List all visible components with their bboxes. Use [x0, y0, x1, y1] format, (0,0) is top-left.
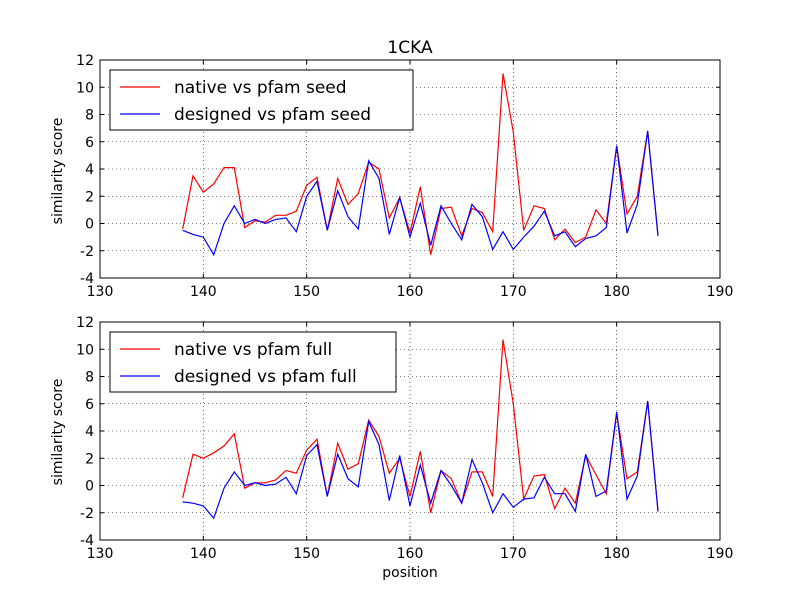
- x-tick-label: 180: [603, 284, 630, 300]
- series-line-designed: [182, 400, 659, 520]
- x-tick-label: 170: [500, 546, 527, 562]
- y-tick-label: -2: [80, 506, 94, 522]
- x-tick-label: 150: [293, 546, 320, 562]
- legend-label: designed vs pfam seed: [174, 105, 371, 125]
- y-tick-label: 6: [85, 135, 94, 151]
- y-tick-label: 2: [85, 451, 94, 467]
- legend-label: native vs pfam full: [174, 340, 332, 360]
- panel-1: 130 140 150 160 170 180 190 -4 -2 0 2 4 6 8 10 12 native…: [76, 53, 733, 300]
- x-tick-label: 170: [500, 284, 527, 300]
- y-tick-label: 0: [85, 479, 94, 495]
- y-tick-label: -2: [80, 244, 94, 260]
- x-tick-label: 150: [293, 284, 320, 300]
- y-tick-label: 10: [76, 342, 94, 358]
- y-tick-label: 6: [85, 397, 94, 413]
- x-tick-label: 140: [190, 284, 217, 300]
- y-tick-label: 2: [85, 189, 94, 205]
- y-tick-label: 12: [76, 53, 94, 69]
- x-tick-label: 130: [87, 284, 114, 300]
- y-tick-label: 4: [85, 162, 94, 178]
- legend-box: [109, 69, 414, 131]
- y-tick-label: 8: [85, 370, 94, 386]
- x-tick-label: 190: [707, 284, 734, 300]
- y-tick-label: 4: [85, 424, 94, 440]
- legend: native vs pfam full designed vs pfam full: [109, 331, 397, 393]
- bottom-x-axis-label: position: [382, 565, 437, 581]
- chart-title: 1CKA: [387, 38, 433, 58]
- legend-label: designed vs pfam full: [174, 367, 357, 387]
- y-tick-label: -4: [80, 271, 94, 287]
- x-tick-label: 160: [397, 546, 424, 562]
- x-tick-label: 180: [603, 546, 630, 562]
- legend-label: native vs pfam seed: [174, 78, 347, 98]
- x-tick-label: 140: [190, 546, 217, 562]
- series-line-native: [182, 339, 659, 513]
- y-tick-label: 8: [85, 108, 94, 124]
- top-y-axis-label: similarity score: [50, 118, 66, 225]
- y-tick-label: 10: [76, 80, 94, 96]
- panel-2: 130 140 150 160 170 180 190 -4 -2 0 2 4 6 8 10 12 native…: [76, 315, 733, 562]
- legend: native vs pfam seed designed vs pfam seed: [109, 69, 414, 131]
- x-tick-label: 190: [707, 546, 734, 562]
- y-tick-label: 0: [85, 217, 94, 233]
- legend-box: [109, 331, 397, 393]
- x-tick-label: 160: [397, 284, 424, 300]
- series-line-designed: [182, 130, 659, 257]
- y-tick-label: 12: [76, 315, 94, 331]
- bottom-y-axis-label: similarity score: [50, 379, 66, 486]
- y-tick-label: -4: [80, 533, 94, 549]
- x-tick-label: 130: [87, 546, 114, 562]
